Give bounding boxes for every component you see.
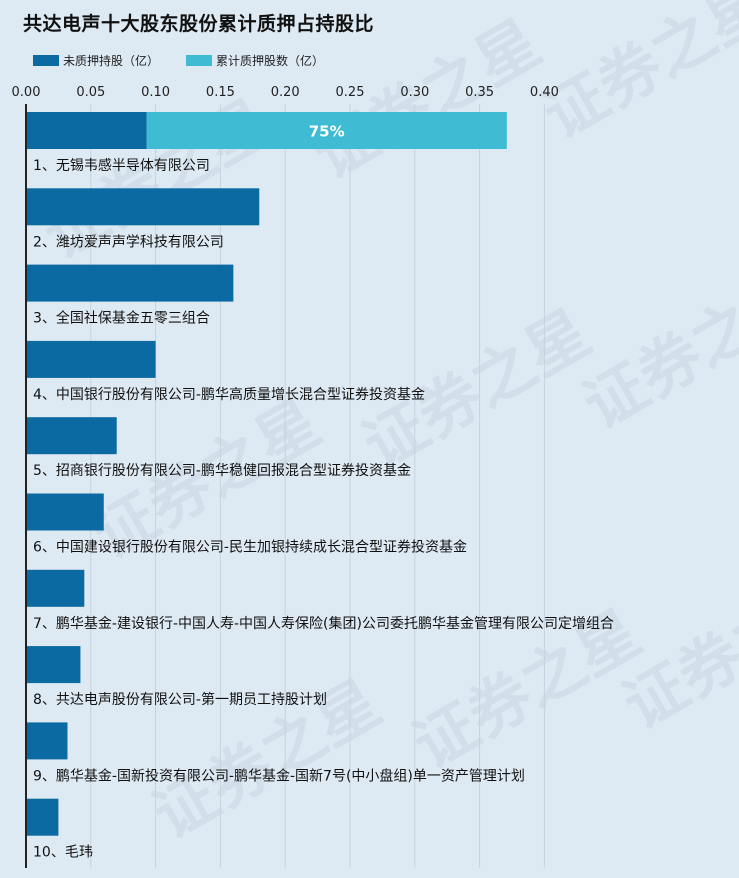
watermark-text: 证券之星	[531, 0, 739, 153]
bar-data-label: 75%	[309, 123, 345, 141]
bar-unpledged	[26, 417, 117, 455]
bar-unpledged	[26, 646, 81, 684]
category-label: 8、共达电声股份有限公司-第一期员工持股计划	[33, 691, 327, 708]
bar-unpledged	[26, 264, 234, 302]
category-label: 2、潍坊爱声声学科技有限公司	[33, 234, 224, 250]
category-label: 6、中国建设银行股份有限公司-民生加银持续成长混合型证券投资基金	[33, 539, 467, 556]
x-tick-label: 0.20	[271, 85, 300, 100]
legend-swatch-pledged	[186, 55, 212, 66]
legend-label-unpledged: 未质押持股（亿）	[63, 54, 160, 68]
x-tick-label: 0.15	[206, 85, 235, 100]
bar-unpledged	[26, 722, 68, 760]
chart-title: 共达电声十大股东股份累计质押占持股比	[23, 13, 375, 35]
x-tick-label: 0.10	[141, 85, 170, 100]
x-tick-label: 0.05	[76, 85, 105, 100]
legend-swatch-unpledged	[33, 55, 59, 66]
x-tick-label: 0.00	[12, 85, 41, 100]
category-label: 9、鹏华基金-国新投资有限公司-鹏华基金-国新7号(中小盘组)单一资产管理计划	[33, 767, 525, 784]
bar-unpledged	[26, 493, 104, 531]
category-label: 7、鹏华基金-建设银行-中国人寿-中国人寿保险(集团)公司委托鹏华基金管理有限公…	[33, 615, 614, 632]
category-label: 5、招商银行股份有限公司-鹏华稳健回报混合型证券投资基金	[33, 462, 411, 479]
category-label: 10、毛玮	[33, 845, 93, 861]
x-tick-label: 0.40	[530, 85, 559, 100]
bar-unpledged	[26, 569, 85, 607]
bar-unpledged	[26, 188, 260, 226]
bar-unpledged	[26, 798, 59, 836]
x-tick-label: 0.30	[400, 85, 429, 100]
legend-label-pledged: 累计质押股数（亿）	[216, 54, 325, 68]
legend-item-pledged: 累计质押股数（亿）	[186, 52, 324, 69]
bar-unpledged	[26, 340, 156, 378]
category-label: 1、无锡韦感半导体有限公司	[33, 157, 210, 174]
legend-item-unpledged: 未质押持股（亿）	[33, 52, 159, 69]
category-label: 3、全国社保基金五零三组合	[33, 310, 210, 327]
x-tick-label: 0.25	[336, 85, 365, 100]
x-tick-label: 0.35	[465, 85, 494, 100]
bar-pledged	[146, 112, 507, 149]
category-label: 4、中国银行股份有限公司-鹏华高质量增长混合型证券投资基金	[33, 386, 425, 403]
bar-unpledged	[26, 112, 147, 149]
